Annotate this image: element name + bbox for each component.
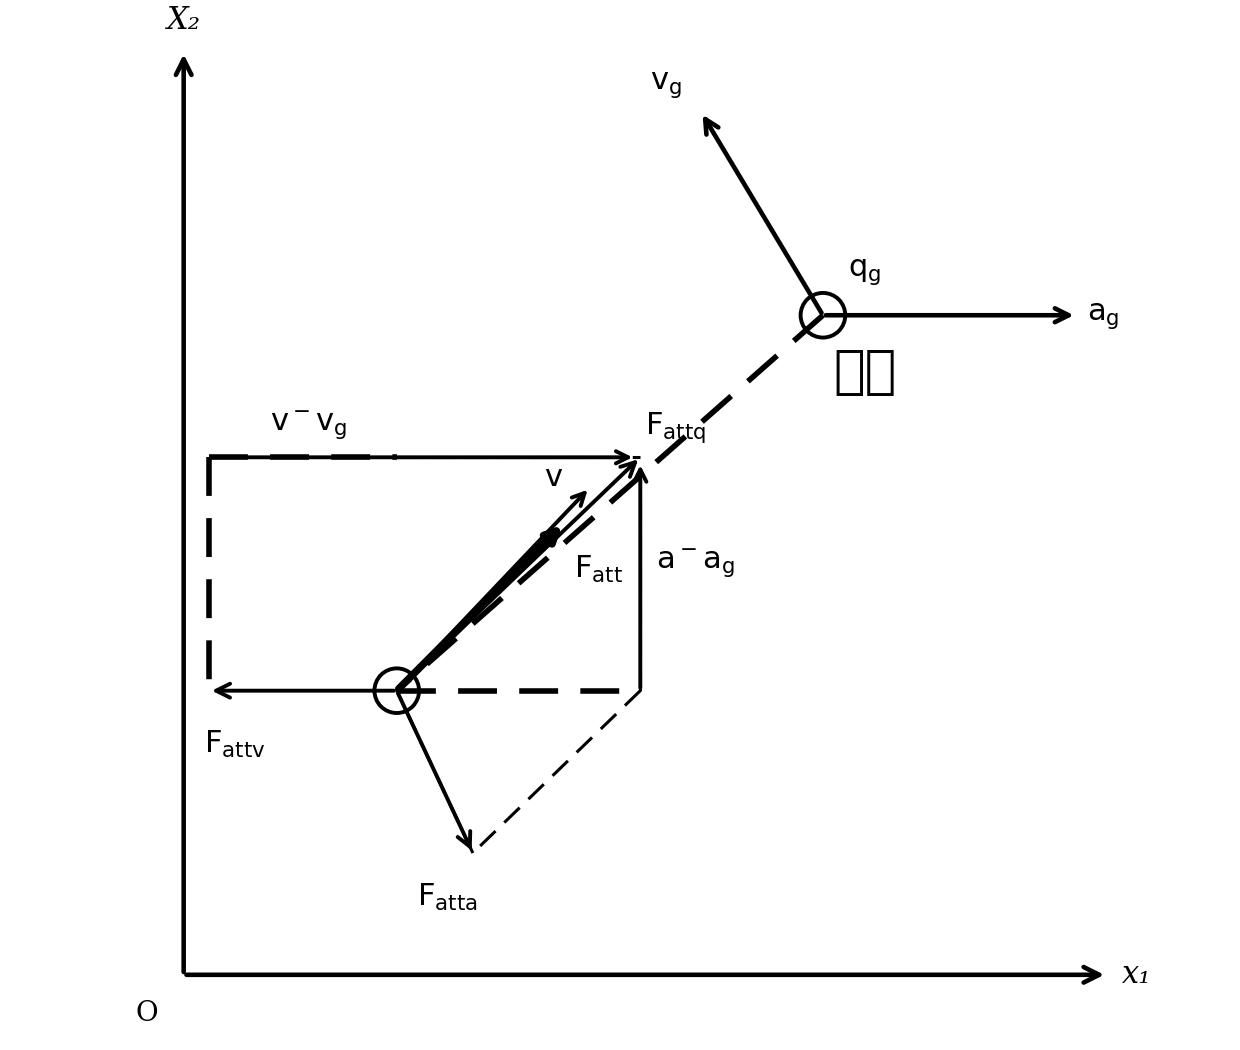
- Text: 目标: 目标: [833, 346, 897, 398]
- Text: X₂: X₂: [166, 5, 201, 36]
- Text: $\mathrm{F_{attv}}$: $\mathrm{F_{attv}}$: [203, 730, 265, 760]
- Text: $\mathrm{q_g}$: $\mathrm{q_g}$: [848, 256, 882, 287]
- Text: $\mathrm{F_{atta}}$: $\mathrm{F_{atta}}$: [417, 881, 477, 912]
- Text: $\mathrm{v}$: $\mathrm{v}$: [544, 462, 563, 492]
- Text: O: O: [135, 1001, 159, 1027]
- Text: $\mathrm{a_g}$: $\mathrm{a_g}$: [1086, 299, 1120, 331]
- Text: $\mathrm{F_{attq}}$: $\mathrm{F_{attq}}$: [645, 411, 707, 445]
- Text: $\mathrm{a^-a_g}$: $\mathrm{a^-a_g}$: [656, 547, 734, 581]
- Text: x₁: x₁: [1122, 960, 1152, 990]
- Text: $\mathrm{v_g}$: $\mathrm{v_g}$: [651, 69, 682, 100]
- Text: $\mathrm{v^-v_g}$: $\mathrm{v^-v_g}$: [270, 410, 347, 442]
- Text: $\mathrm{F_{att}}$: $\mathrm{F_{att}}$: [574, 553, 624, 585]
